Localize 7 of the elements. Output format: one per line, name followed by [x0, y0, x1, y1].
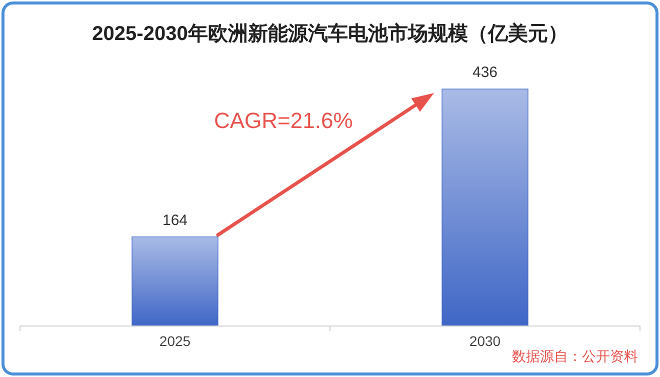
x-tick-label: 2030: [469, 333, 501, 349]
data-label: 436: [472, 64, 498, 81]
annotation: CAGR=21.6%: [214, 108, 353, 133]
data-label: 164: [162, 212, 188, 229]
x-tick-label: 2025: [159, 333, 191, 349]
text: 数据源自：公开资料: [512, 348, 638, 364]
chart-title: 2025-2030年欧洲新能源汽车电池市场规模（亿美元）: [92, 22, 568, 45]
